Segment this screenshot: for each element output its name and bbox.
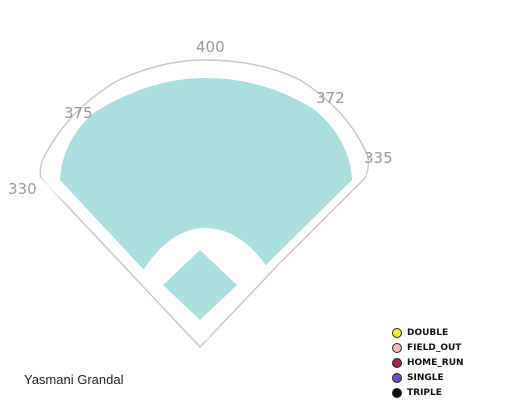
distance-label-center: 400 [196, 38, 225, 56]
legend-label-field-out: FIELD_OUT [407, 342, 462, 353]
legend-swatch-single [392, 372, 402, 383]
distance-label-right: 335 [364, 149, 393, 167]
legend-label-triple: TRIPLE [407, 387, 442, 398]
legend-label-double: DOUBLE [407, 327, 449, 338]
legend-swatch-field-out [392, 342, 402, 353]
legend-item-double: DOUBLE [392, 325, 464, 340]
legend-item-home-run: HOME_RUN [392, 355, 464, 370]
legend: DOUBLE FIELD_OUT HOME_RUN SINGLE TRIPLE [392, 325, 464, 400]
distance-label-left: 330 [8, 180, 37, 198]
distance-label-left-center: 375 [64, 104, 93, 122]
right-foul-line [199, 174, 367, 331]
ballpark [39, 59, 370, 349]
legend-item-single: SINGLE [392, 370, 464, 385]
legend-swatch-triple [392, 387, 402, 398]
legend-label-single: SINGLE [407, 372, 444, 383]
legend-swatch-double [392, 327, 402, 338]
outfield-grass [60, 78, 352, 330]
infield-grass [163, 250, 237, 320]
legend-item-field-out: FIELD_OUT [392, 340, 464, 355]
legend-item-triple: TRIPLE [392, 385, 464, 400]
player-name: Yasmani Grandal [24, 372, 124, 387]
left-foul-line [39, 177, 201, 331]
legend-label-home-run: HOME_RUN [407, 357, 464, 368]
distance-label-right-center: 372 [316, 89, 345, 107]
distance-labels: 330 375 400 372 335 [8, 38, 393, 198]
legend-swatch-home-run [392, 357, 402, 368]
